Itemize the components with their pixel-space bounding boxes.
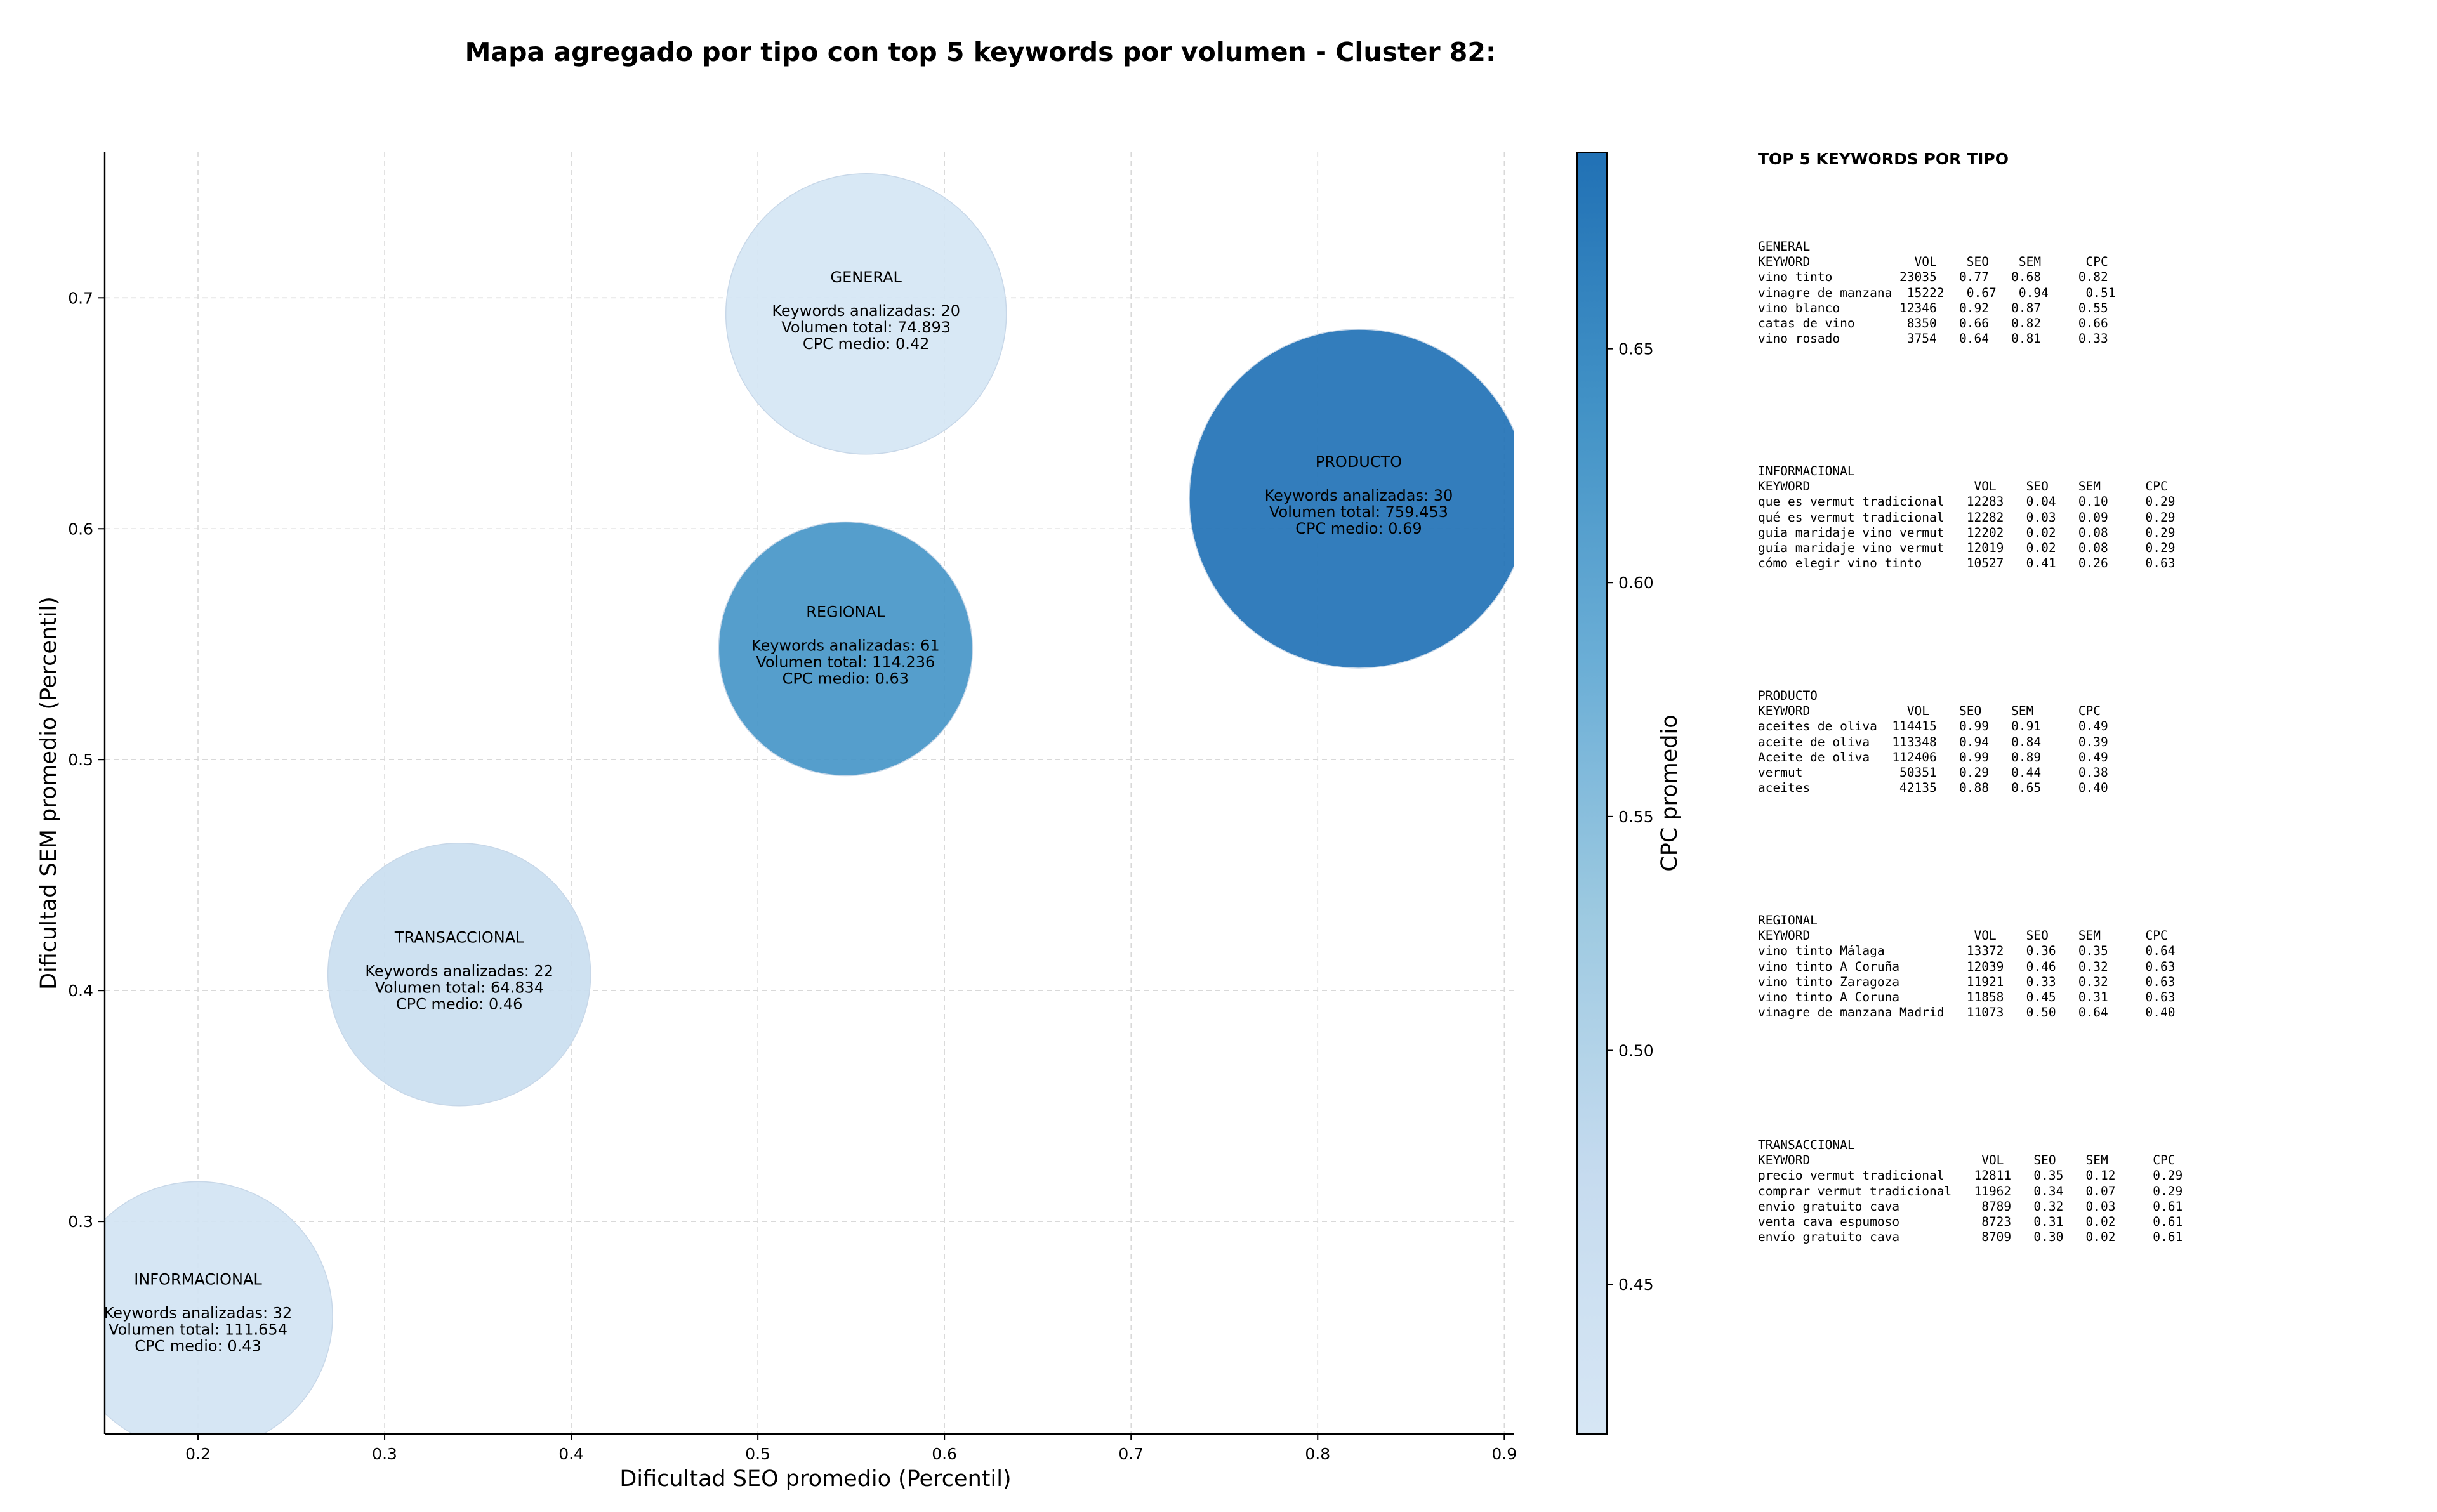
bubble-producto bbox=[1189, 329, 1514, 669]
bubble-detail: CPC medio: 0.63 bbox=[783, 670, 909, 688]
keyword-row: aceites de oliva 114415 0.99 0.91 0.49 bbox=[1758, 719, 2108, 734]
colorbar-tick-label: 0.65 bbox=[1618, 340, 1654, 358]
keyword-row: envio gratuito cava 8789 0.32 0.03 0.61 bbox=[1758, 1199, 2183, 1214]
bubble-detail: Volumen total: 111.654 bbox=[109, 1320, 287, 1338]
y-tick-label: 0.7 bbox=[68, 289, 93, 307]
axes bbox=[103, 152, 1514, 1435]
keyword-row: que es vermut tradicional 12283 0.04 0.1… bbox=[1758, 494, 2176, 509]
y-tick-label: 0.6 bbox=[68, 520, 93, 538]
bubble-detail: CPC medio: 0.42 bbox=[803, 335, 930, 353]
x-tick-label: 0.5 bbox=[745, 1445, 770, 1463]
bubble-detail: CPC medio: 0.43 bbox=[135, 1337, 261, 1355]
colorbar-label: CPC promedio bbox=[1657, 714, 1682, 871]
x-tick-label: 0.6 bbox=[932, 1445, 957, 1463]
bubble-transaccional bbox=[327, 842, 591, 1107]
colorbar-tick-label: 0.50 bbox=[1618, 1041, 1654, 1060]
block-header: KEYWORD VOL SEO SEM CPC bbox=[1758, 254, 2108, 270]
keyword-blocks: GENERAL KEYWORD VOL SEO SEM CPC vino tinto… bbox=[1758, 239, 2431, 1362]
colorbar-tick-label: 0.60 bbox=[1618, 574, 1654, 592]
keyword-block-producto: PRODUCTO KEYWORD VOL SEO SEM CPC aceites d… bbox=[1758, 688, 2431, 913]
keyword-row: qué es vermut tradicional 12282 0.03 0.0… bbox=[1758, 509, 2176, 525]
x-axis-label: Dificultad SEO promedio (Percentil) bbox=[619, 1466, 1011, 1492]
keyword-block-general: GENERAL KEYWORD VOL SEO SEM CPC vino tinto… bbox=[1758, 239, 2431, 464]
y-tick-label: 0.5 bbox=[68, 751, 93, 769]
block-title: TRANSACCIONAL bbox=[1758, 1138, 1855, 1152]
keyword-row: Aceite de oliva 112406 0.99 0.89 0.49 bbox=[1758, 749, 2108, 765]
x-tick-label: 0.2 bbox=[185, 1445, 211, 1463]
keyword-row: vino tinto Zaragoza 11921 0.33 0.32 0.63 bbox=[1758, 974, 2176, 989]
x-tick-label: 0.8 bbox=[1305, 1445, 1330, 1463]
keyword-row: vino blanco 12346 0.92 0.87 0.55 bbox=[1758, 300, 2108, 315]
keyword-row: aceites 42135 0.88 0.65 0.40 bbox=[1758, 780, 2108, 796]
block-title: GENERAL bbox=[1758, 239, 1811, 254]
bubble-label-regional: REGIONAL bbox=[806, 603, 885, 621]
block-header: KEYWORD VOL SEO SEM CPC bbox=[1758, 479, 2168, 494]
keyword-row: vino tinto Málaga 13372 0.36 0.35 0.64 bbox=[1758, 943, 2176, 959]
bubble-detail: CPC medio: 0.46 bbox=[396, 996, 523, 1013]
chart-title: Mapa agregado por tipo con top 5 keyword… bbox=[465, 37, 1496, 67]
y-axis-label: Dificultad SEM promedio (Percentil) bbox=[36, 596, 62, 990]
bubble-detail: Keywords analizadas: 30 bbox=[1265, 487, 1453, 504]
bubble-regional bbox=[718, 521, 974, 777]
keyword-block-regional: REGIONAL KEYWORD VOL SEO SEM CPC vino tint… bbox=[1758, 913, 2431, 1138]
keyword-row: vino tinto 23035 0.77 0.68 0.82 bbox=[1758, 270, 2108, 285]
keyword-row: vino tinto A Coruña 12039 0.46 0.32 0.63 bbox=[1758, 959, 2176, 974]
colorbar-gradient bbox=[1576, 152, 1608, 1435]
bubble-label-producto: PRODUCTO bbox=[1316, 453, 1402, 471]
x-tick-label: 0.7 bbox=[1118, 1445, 1144, 1463]
keyword-row: catas de vino 8350 0.66 0.82 0.66 bbox=[1758, 316, 2108, 331]
bubble-detail: Keywords analizadas: 61 bbox=[751, 637, 940, 655]
block-header: KEYWORD VOL SEO SEM CPC bbox=[1758, 1153, 2176, 1168]
block-title: REGIONAL bbox=[1758, 913, 1818, 928]
bubble-detail: Volumen total: 64.834 bbox=[374, 979, 544, 997]
x-tick-label: 0.4 bbox=[558, 1445, 584, 1463]
bubble-detail: Keywords analizadas: 20 bbox=[772, 302, 960, 320]
bubble-detail: Volumen total: 759.453 bbox=[1269, 503, 1448, 521]
keyword-row: guía maridaje vino vermut 12019 0.02 0.0… bbox=[1758, 541, 2176, 556]
keyword-row: vinagre de manzana 15222 0.67 0.94 0.51 bbox=[1758, 285, 2116, 300]
bubble-detail: Keywords analizadas: 32 bbox=[104, 1304, 293, 1322]
block-header: KEYWORD VOL SEO SEM CPC bbox=[1758, 928, 2168, 943]
keyword-row: vinagre de manzana Madrid 11073 0.50 0.6… bbox=[1758, 1005, 2176, 1020]
keyword-row: venta cava espumoso 8723 0.31 0.02 0.61 bbox=[1758, 1214, 2183, 1230]
keyword-block-transaccional: TRANSACCIONAL KEYWORD VOL SEO SEM CPC prec… bbox=[1758, 1138, 2431, 1362]
block-title: INFORMACIONAL bbox=[1758, 464, 1855, 478]
keyword-row: vino tinto A Coruna 11858 0.45 0.31 0.63 bbox=[1758, 990, 2176, 1005]
keyword-row: precio vermut tradicional 12811 0.35 0.1… bbox=[1758, 1168, 2183, 1183]
side-panel-title: TOP 5 KEYWORDS POR TIPO bbox=[1758, 150, 2009, 168]
keyword-block-informacional: INFORMACIONAL KEYWORD VOL SEO SEM CPC que … bbox=[1758, 464, 2431, 688]
x-tick-label: 0.9 bbox=[1491, 1445, 1517, 1463]
keyword-row: guia maridaje vino vermut 12202 0.02 0.0… bbox=[1758, 525, 2176, 540]
colorbar-tick-label: 0.45 bbox=[1618, 1275, 1654, 1294]
colorbar-tick-label: 0.55 bbox=[1618, 808, 1654, 826]
bubble-detail: CPC medio: 0.69 bbox=[1295, 520, 1422, 537]
block-header: KEYWORD VOL SEO SEM CPC bbox=[1758, 704, 2101, 719]
keyword-row: envío gratuito cava 8709 0.30 0.02 0.61 bbox=[1758, 1230, 2183, 1245]
bubble-detail: Volumen total: 114.236 bbox=[756, 654, 935, 671]
keyword-row: cómo elegir vino tinto 10527 0.41 0.26 0… bbox=[1758, 556, 2176, 571]
bubble-informacional bbox=[105, 1181, 333, 1434]
y-tick-label: 0.3 bbox=[68, 1213, 93, 1231]
top-keywords-panel: TOP 5 KEYWORDS POR TIPO GENERAL KEYWORD V… bbox=[1758, 150, 2431, 1362]
keyword-row: comprar vermut tradicional 11962 0.34 0.… bbox=[1758, 1183, 2183, 1199]
bubble-general bbox=[725, 173, 1007, 455]
keyword-row: vermut 50351 0.29 0.44 0.38 bbox=[1758, 765, 2108, 780]
keyword-row: vino rosado 3754 0.64 0.81 0.33 bbox=[1758, 331, 2108, 346]
bubble-label-transaccional: TRANSACCIONAL bbox=[394, 929, 524, 947]
keyword-row: aceite de oliva 113348 0.94 0.84 0.39 bbox=[1758, 734, 2108, 749]
bubble-detail: Keywords analizadas: 22 bbox=[365, 963, 553, 980]
y-tick-label: 0.4 bbox=[68, 982, 93, 1000]
x-tick-label: 0.3 bbox=[372, 1445, 397, 1463]
block-title: PRODUCTO bbox=[1758, 688, 1818, 703]
bubble-label-informacional: INFORMACIONAL bbox=[134, 1270, 262, 1288]
bubble-detail: Volumen total: 74.893 bbox=[781, 319, 951, 336]
bubble-label-general: GENERAL bbox=[830, 268, 902, 286]
